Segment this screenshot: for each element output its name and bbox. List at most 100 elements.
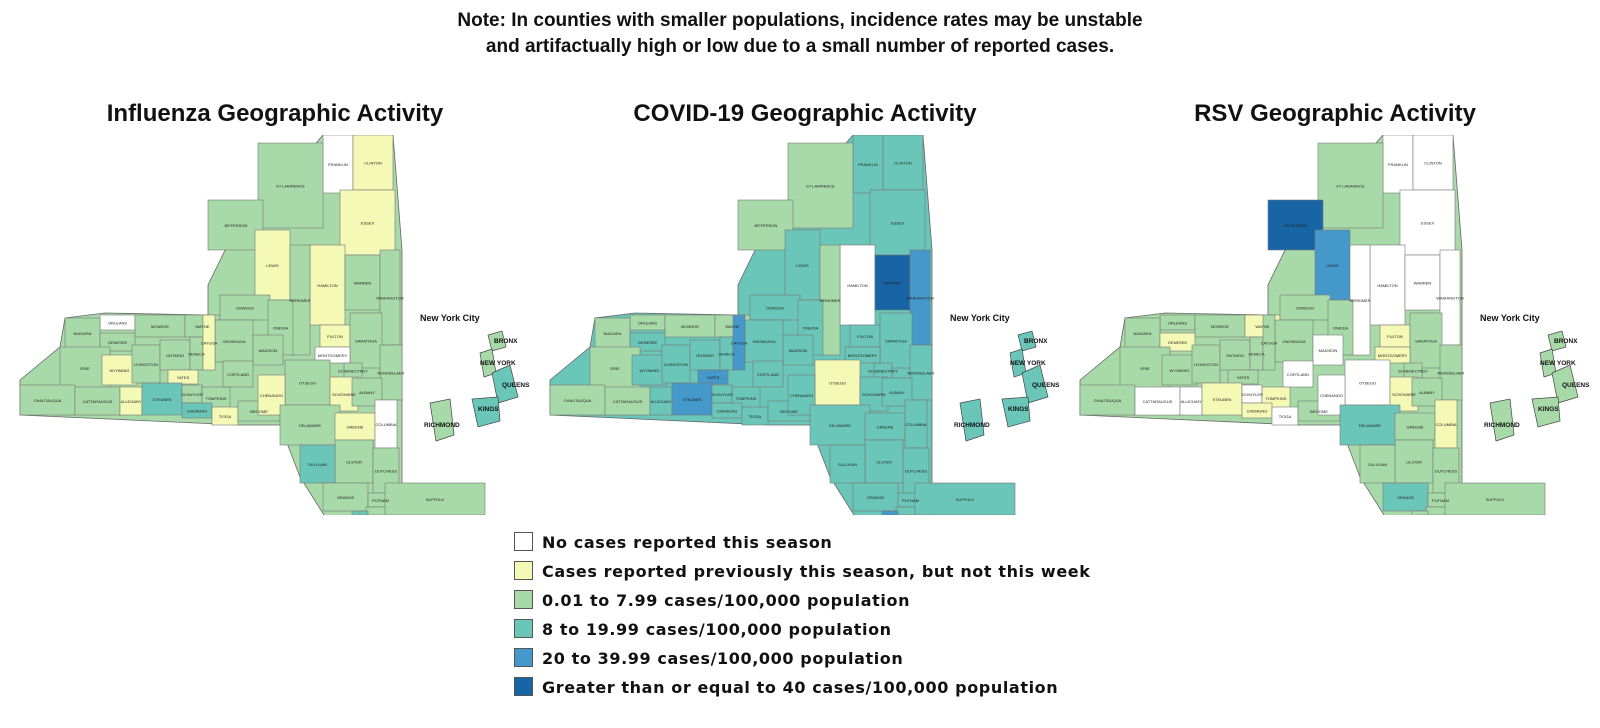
county-label: YATES xyxy=(707,375,720,380)
county-cattaraugus xyxy=(604,386,651,416)
county-cortland xyxy=(222,360,254,388)
legend-swatch xyxy=(514,532,533,551)
county-otsego xyxy=(814,359,861,406)
county-label: BROOME xyxy=(1310,409,1328,414)
county-onondaga xyxy=(1274,319,1314,363)
county-label: JEFFERSON xyxy=(1284,223,1308,228)
county-label: TIOGA xyxy=(219,414,232,419)
county-franklin xyxy=(852,135,884,194)
county-wyoming xyxy=(631,354,668,386)
county-label: ORLEANS xyxy=(638,321,657,326)
county-label: MONROE xyxy=(1211,324,1229,329)
county-label: OTSEGO xyxy=(829,381,846,386)
legend-swatch xyxy=(514,648,533,667)
county-delaware xyxy=(279,404,341,446)
county-label: CHEMUNG xyxy=(717,409,738,414)
county-jefferson xyxy=(737,199,794,251)
nyc-caption: New York City xyxy=(1480,313,1540,323)
county-label: WYOMING xyxy=(1170,368,1190,373)
borough-label: QUEENS xyxy=(502,382,530,389)
county-warren xyxy=(874,254,911,311)
legend-label: Greater than or equal to 40 cases/100,00… xyxy=(542,678,1059,697)
county-label: STEUBEN xyxy=(683,397,702,402)
borough-kings xyxy=(1531,396,1561,428)
county-label: DUTCHESS xyxy=(375,469,397,474)
county-label: WASHINGTON xyxy=(1436,296,1463,301)
county-label: JEFFERSON xyxy=(224,223,248,228)
county-label: ALLEGANY xyxy=(1180,399,1201,404)
county-label: WASHINGTON xyxy=(376,296,403,301)
county-erie xyxy=(59,346,111,390)
county-label: RENSSELAER xyxy=(1438,371,1465,376)
county-label: WASHINGTON xyxy=(906,296,933,301)
county-label: OTSEGO xyxy=(1359,381,1376,386)
county-genesee xyxy=(629,332,666,352)
county-label: SARATOGA xyxy=(1415,339,1437,344)
county-saratoga xyxy=(879,312,913,369)
county-label: WAYNE xyxy=(725,324,740,329)
county-label: CLINTON xyxy=(894,161,912,166)
county-label: SARATOGA xyxy=(355,339,377,344)
borough-label: BRONX xyxy=(1554,338,1578,345)
county-yates xyxy=(697,369,729,385)
nyc-caption: New York City xyxy=(420,313,480,323)
county-label: CORTLAND xyxy=(227,372,249,377)
county-label: DELAWARE xyxy=(299,423,321,428)
county-westchester xyxy=(365,506,391,515)
county-label: OSWEGO xyxy=(766,306,784,311)
county-label: MADISON xyxy=(259,348,278,353)
county-label: HAMILTON xyxy=(1377,283,1397,288)
county-warren xyxy=(344,254,381,311)
county-saratoga xyxy=(1409,312,1443,369)
county-label: ORANGE xyxy=(867,495,885,500)
county-label: SCHENECTADY xyxy=(338,369,368,374)
county-montgomery xyxy=(1374,346,1411,364)
borough-label: BRONX xyxy=(1024,338,1048,345)
legend-swatch xyxy=(514,619,533,638)
county-label: LEWIS xyxy=(1326,263,1339,268)
county-label: SUFFOLK xyxy=(426,497,445,502)
county-label: TIOGA xyxy=(1279,414,1292,419)
county-orange xyxy=(1382,482,1429,512)
county-label: GREENE xyxy=(1407,425,1424,430)
county-label: HAMILTON xyxy=(317,283,337,288)
county-cortland xyxy=(752,360,784,388)
note-line-2: and artifactually high or low due to a s… xyxy=(485,36,1115,57)
county-label: COLUMBIA xyxy=(1436,422,1457,427)
county-label: STEUBEN xyxy=(153,397,172,402)
legend-label: 0.01 to 7.99 cases/100,000 population xyxy=(542,591,911,610)
county-label: BROOME xyxy=(250,409,268,414)
county-label: HERKIMER xyxy=(289,298,310,303)
borough-label: RICHMOND xyxy=(1484,422,1520,429)
county-otsego xyxy=(1344,359,1391,406)
county-label: LEWIS xyxy=(266,263,279,268)
borough-richmond xyxy=(429,398,455,442)
county-label: GENESEE xyxy=(638,340,658,345)
county-label: SENECA xyxy=(188,352,205,357)
legend-item-low: 0.01 to 7.99 cases/100,000 population xyxy=(514,590,1094,619)
county-label: ORANGE xyxy=(337,495,355,500)
borough-bronx xyxy=(1017,330,1037,352)
county-label: TOMPKINS xyxy=(1266,396,1287,401)
county-ontario xyxy=(1219,339,1251,371)
county-label: ESSEX xyxy=(361,221,375,226)
county-chautauqua xyxy=(19,384,76,416)
county-label: ERIE xyxy=(1140,366,1150,371)
county-label: SCHOHARIE xyxy=(1392,392,1416,397)
county-label: CHENANGO xyxy=(790,393,813,398)
covid-map-panel: COVID-19 Geographic Activity FRANKLIN CLI… xyxy=(540,95,1070,515)
county-jefferson xyxy=(1267,199,1324,251)
county-label: CATTARAUGUS xyxy=(613,399,643,404)
county-label: ERIE xyxy=(610,366,620,371)
county-label: CAYUGA xyxy=(731,341,748,346)
county-label: DELAWARE xyxy=(829,423,851,428)
county-rockland xyxy=(351,510,369,515)
county-label: COLUMBIA xyxy=(906,422,927,427)
county-st-lawrence xyxy=(257,142,324,229)
county-label: RENSSELAER xyxy=(908,371,935,376)
county-label: ERIE xyxy=(80,366,90,371)
county-label: RENSSELAER xyxy=(378,371,405,376)
county-suffolk xyxy=(914,482,1016,515)
county-erie xyxy=(1119,346,1171,390)
county-label: ULSTER xyxy=(346,460,362,465)
